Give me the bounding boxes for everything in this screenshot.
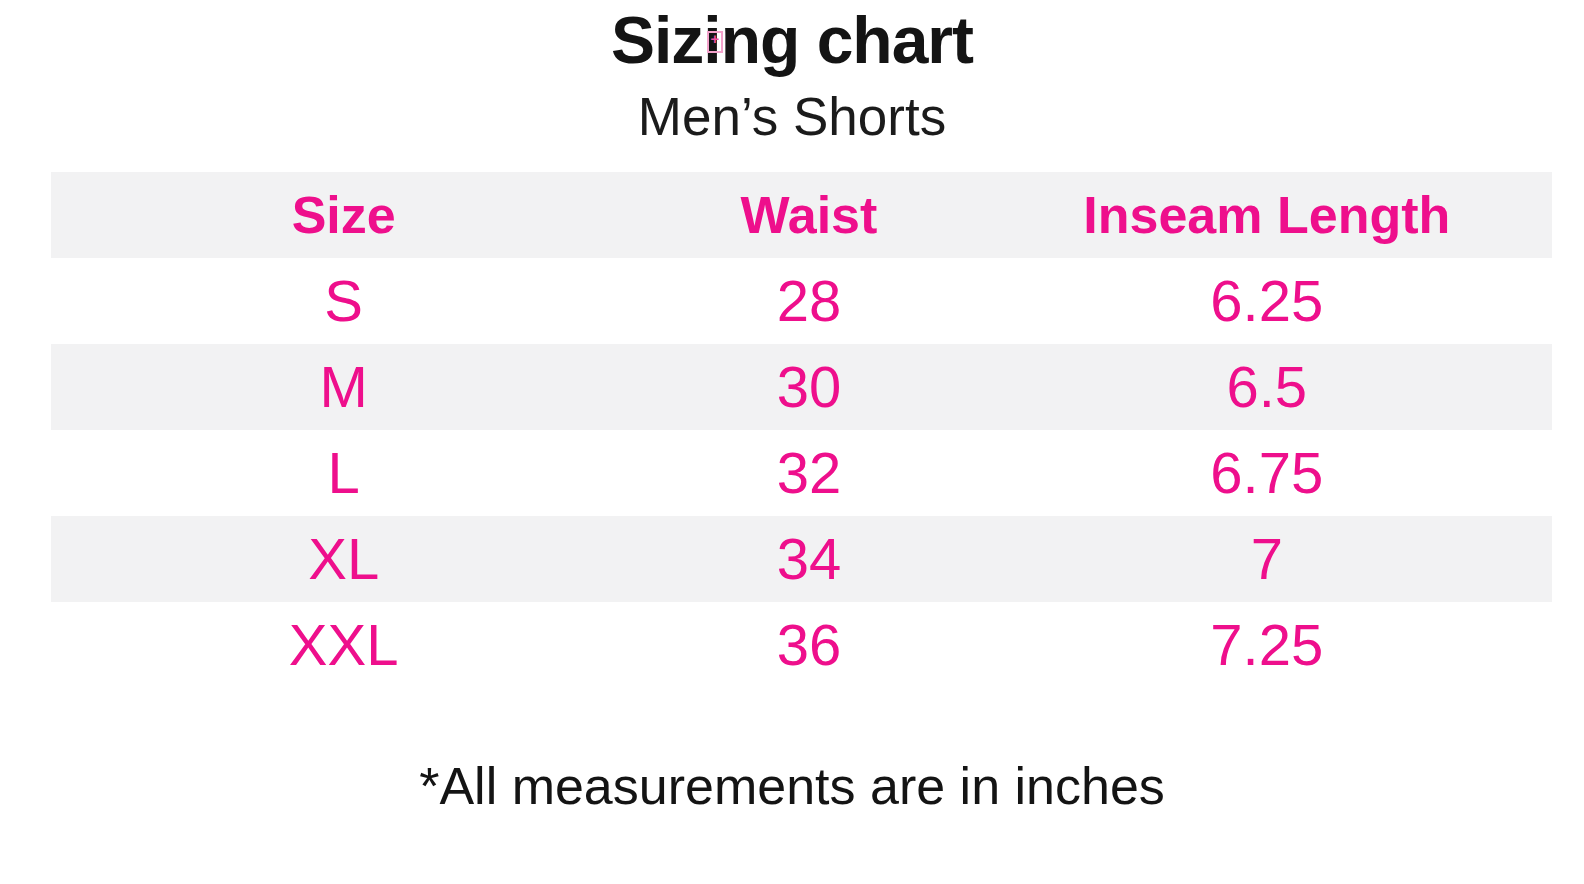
cell-size: L (51, 430, 636, 516)
table-body: S 28 6.25 M 30 6.5 L 32 6.75 XL 34 7 XXL… (51, 258, 1552, 688)
sizing-chart-page: Sizing chart + Men’s Shorts Size Waist I… (0, 2, 1584, 884)
cell-inseam-length: 6.5 (982, 344, 1552, 430)
page-title: Sizing chart (0, 2, 1584, 80)
page-subtitle: Men’s Shorts (0, 90, 1584, 143)
cell-size: S (51, 258, 636, 344)
table-row: L 32 6.75 (51, 430, 1552, 516)
cell-inseam-length: 6.25 (982, 258, 1552, 344)
table-row: XXL 36 7.25 (51, 602, 1552, 688)
cell-waist: 30 (636, 344, 981, 430)
cell-size: XXL (51, 602, 636, 688)
table-row: S 28 6.25 (51, 258, 1552, 344)
table-row: XL 34 7 (51, 516, 1552, 602)
cell-size: M (51, 344, 636, 430)
sizing-table: Size Waist Inseam Length S 28 6.25 M 30 … (51, 172, 1552, 688)
cell-inseam-length: 6.75 (982, 430, 1552, 516)
column-header-inseam-length: Inseam Length (982, 172, 1552, 258)
table-header-row: Size Waist Inseam Length (51, 172, 1552, 258)
cell-inseam-length: 7.25 (982, 602, 1552, 688)
column-header-size: Size (51, 172, 636, 258)
cell-size: XL (51, 516, 636, 602)
cell-inseam-length: 7 (982, 516, 1552, 602)
table-row: M 30 6.5 (51, 344, 1552, 430)
column-header-waist: Waist (636, 172, 981, 258)
cell-waist: 32 (636, 430, 981, 516)
footnote: *All measurements are in inches (0, 756, 1584, 816)
cell-waist: 28 (636, 258, 981, 344)
cell-waist: 34 (636, 516, 981, 602)
cell-waist: 36 (636, 602, 981, 688)
